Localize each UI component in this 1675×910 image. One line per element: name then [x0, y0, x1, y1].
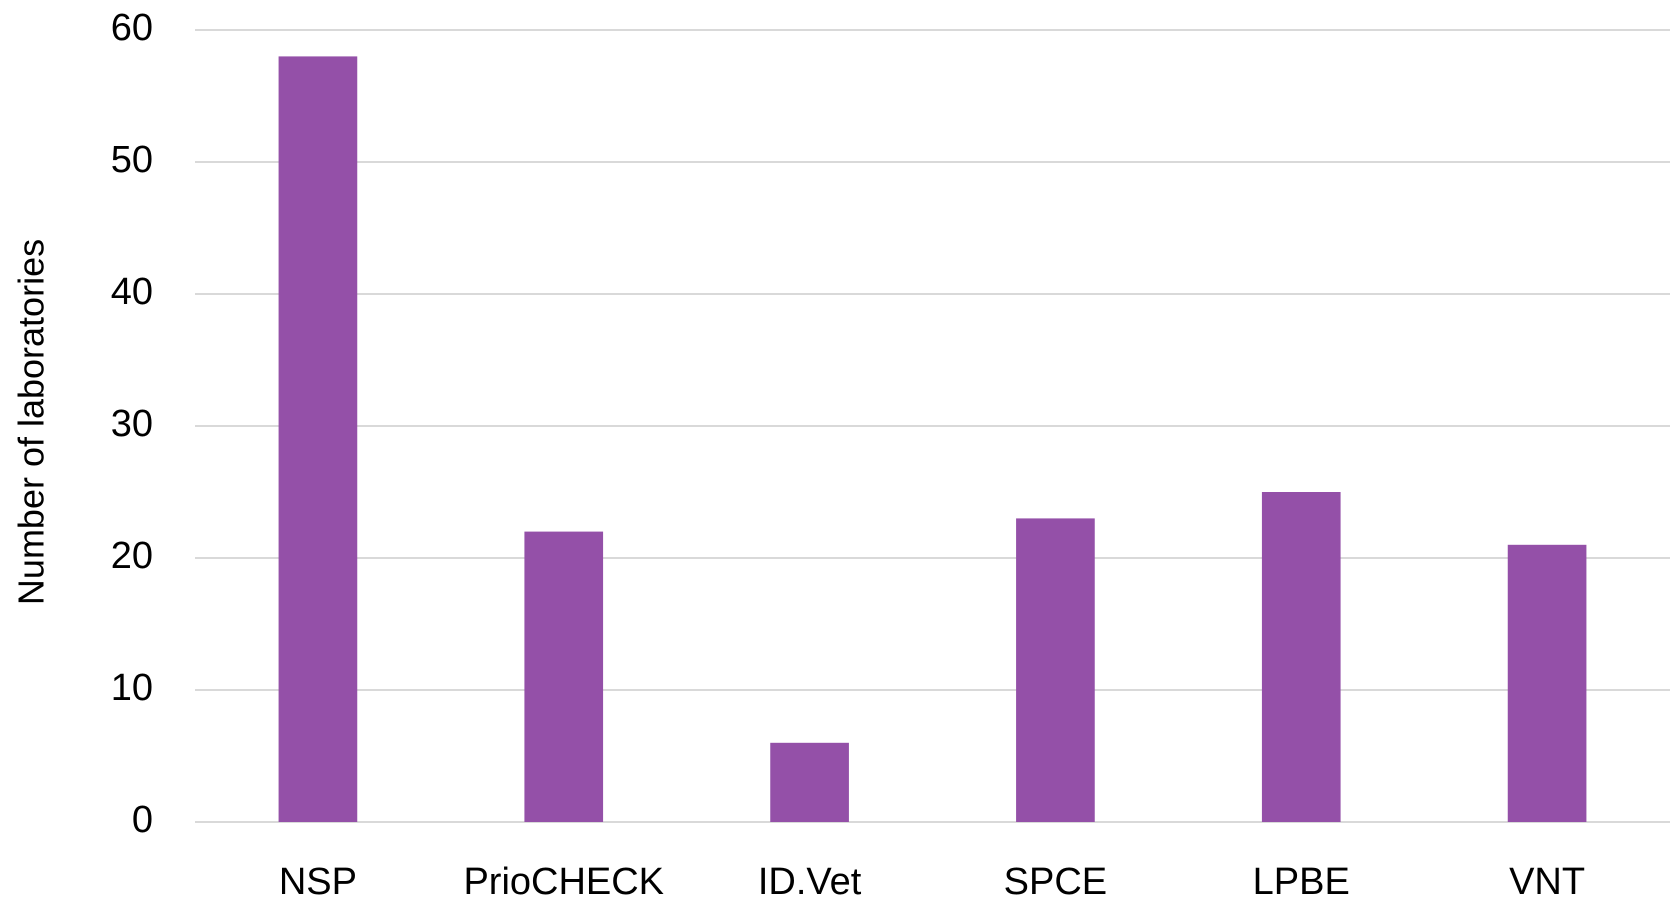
- x-tick-label: ID.Vet: [758, 861, 862, 903]
- bar: [1507, 544, 1587, 822]
- y-tick-label: 40: [111, 271, 153, 313]
- bar: [524, 531, 604, 822]
- y-tick-label: 20: [111, 535, 153, 577]
- x-tick-label: SPCE: [1004, 861, 1107, 903]
- y-axis-label: Number of laboratories: [11, 239, 52, 605]
- bar: [278, 56, 358, 822]
- y-tick-label: 10: [111, 667, 153, 709]
- y-tick-label: 50: [111, 139, 153, 181]
- x-tick-label: NSP: [279, 861, 357, 903]
- y-tick-label: 60: [111, 7, 153, 49]
- x-tick-label: VNT: [1509, 861, 1585, 903]
- bar: [1016, 518, 1095, 822]
- bar: [1261, 492, 1341, 822]
- bar: [770, 742, 849, 822]
- x-tick-label: PrioCHECK: [463, 861, 664, 903]
- x-tick-label: LPBE: [1253, 861, 1350, 903]
- y-tick-label: 30: [111, 403, 153, 445]
- y-tick-label: 0: [132, 799, 153, 841]
